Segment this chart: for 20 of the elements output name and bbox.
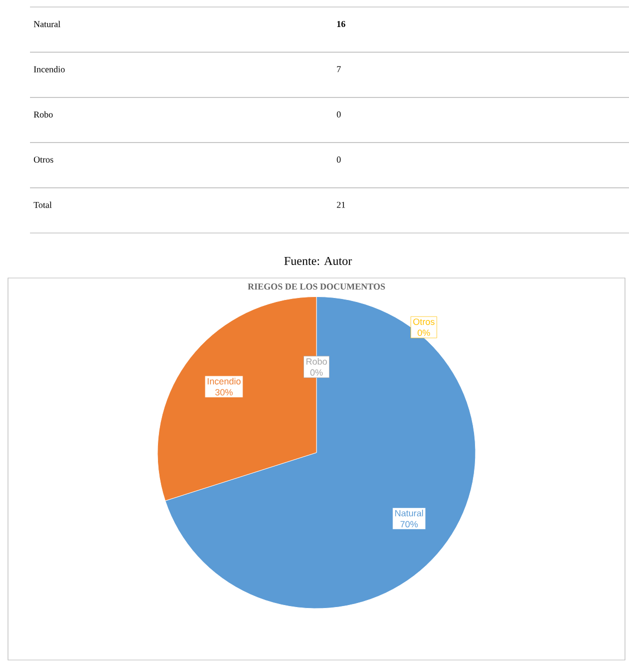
text: Otros — [34, 156, 54, 163]
data-label: 30% — [215, 389, 233, 396]
text: 0 — [336, 156, 341, 163]
text: Incendio — [34, 66, 65, 72]
text: 0% — [310, 369, 323, 376]
text: Natural — [34, 20, 60, 28]
data-label: 70% — [400, 521, 418, 528]
slice-label: Natural — [395, 510, 423, 516]
text: Total — [34, 202, 52, 208]
text: Robo — [34, 111, 53, 118]
category-label: Robo — [306, 358, 327, 365]
source-note: Fuente: Autor — [284, 256, 352, 266]
category-label: Otros — [413, 318, 435, 325]
text: 0% — [418, 330, 430, 336]
slice-label: Incendio — [208, 378, 241, 384]
chart-title: RIEGOS DE LOS DOCUMENTOS — [248, 284, 385, 290]
text: 21 — [336, 202, 345, 208]
text: 16 — [337, 20, 346, 28]
text: 0 — [336, 111, 341, 118]
text: 7 — [337, 66, 341, 72]
